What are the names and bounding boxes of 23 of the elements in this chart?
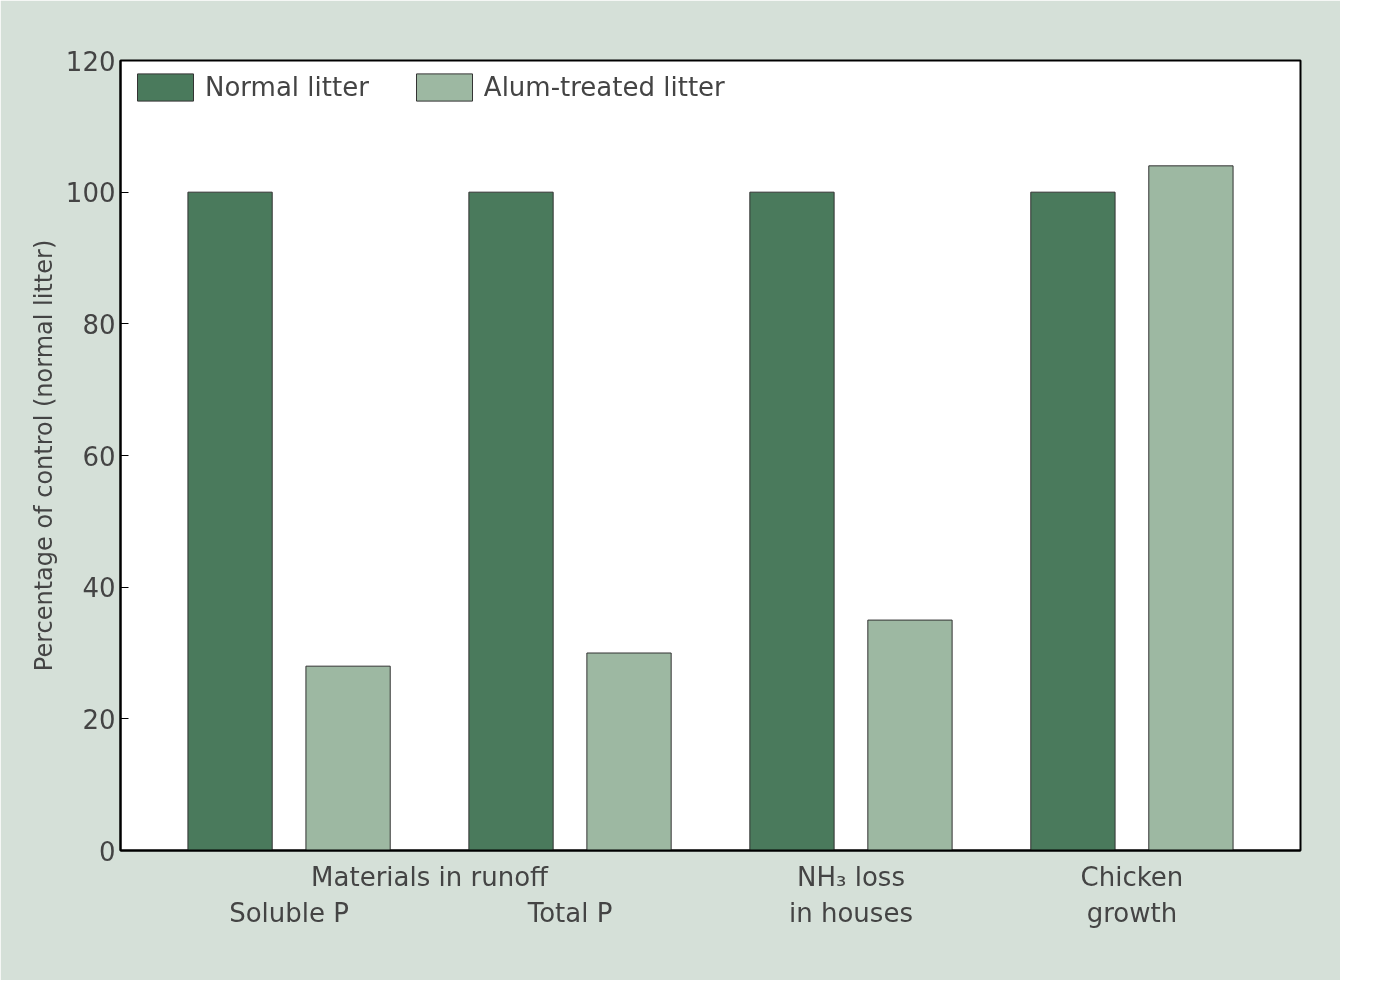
x-tick-label: Total P bbox=[526, 897, 613, 928]
x-tick-label: Soluble P bbox=[229, 897, 349, 928]
bar bbox=[1030, 191, 1116, 851]
y-tick-label: 40 bbox=[82, 573, 116, 604]
y-axis-title: Percentage of control (normal litter) bbox=[29, 239, 58, 672]
y-tick-label: 100 bbox=[65, 178, 116, 209]
bar bbox=[305, 665, 391, 851]
y-tick-label: 80 bbox=[82, 309, 116, 340]
bar bbox=[468, 191, 554, 851]
bar bbox=[867, 619, 953, 851]
text: Materials in runoff bbox=[311, 861, 550, 892]
bar bbox=[187, 191, 273, 851]
x-tick-label: NH₃ loss in houses bbox=[789, 861, 913, 928]
legend-label: Normal litter bbox=[205, 72, 369, 102]
bar bbox=[1148, 165, 1234, 851]
bar bbox=[586, 652, 672, 851]
bar bbox=[749, 191, 835, 851]
y-tick-label: 120 bbox=[65, 46, 116, 77]
x-tick-label: Chicken growth bbox=[1080, 861, 1184, 928]
y-tick-label: 0 bbox=[98, 836, 116, 867]
y-tick-label: 20 bbox=[82, 704, 116, 735]
y-tick-label: 60 bbox=[82, 441, 116, 472]
legend-label: Alum-treated litter bbox=[483, 72, 725, 102]
